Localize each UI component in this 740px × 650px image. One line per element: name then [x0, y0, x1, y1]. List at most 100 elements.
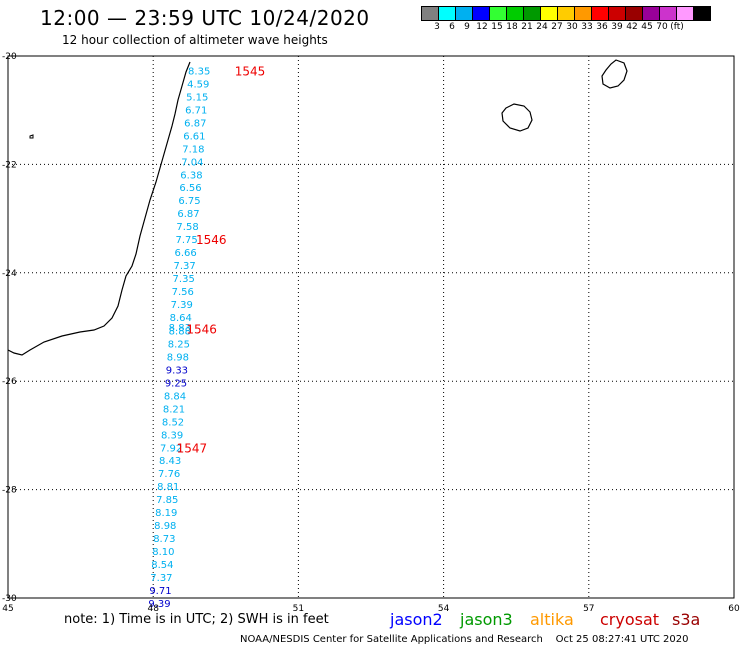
- wave-height-label: 8.84: [164, 391, 186, 402]
- wave-height-label: 7.75: [175, 235, 197, 246]
- color-legend-labels: 3 6 9 12 15 18 21 24 27 30 33 36 39 42 45 70 (ft): [422, 22, 740, 36]
- wave-height-label: 7.04: [181, 158, 203, 169]
- lon-tick-label: 54: [438, 604, 450, 614]
- madagascar-coastline: [7, 61, 191, 356]
- wave-height-label: 5.15: [186, 93, 208, 104]
- pass-time-labels: 1545 1546 1546 1547: [177, 65, 266, 456]
- wave-height-label: 7.58: [176, 222, 198, 233]
- wave-height-label: 7.39: [171, 300, 193, 311]
- wave-height-label: 8.98: [154, 521, 176, 532]
- legend-label: 21: [521, 22, 533, 32]
- lon-tick-label: 57: [583, 604, 594, 614]
- wave-height-label: 6.87: [184, 119, 206, 130]
- wave-height-label: 8.54: [151, 560, 173, 571]
- wave-height-label: 8.25: [168, 339, 190, 350]
- map-subtitle: 12 hour collection of altimeter wave hei…: [62, 33, 328, 47]
- wave-height-label: 8.35: [188, 67, 210, 78]
- wave-height-label: 8.64: [170, 313, 192, 324]
- satellite-label-altika: altika: [530, 610, 574, 629]
- wave-height-label: 7.85: [156, 495, 178, 506]
- coastlines: [7, 59, 628, 356]
- wave-height-label: 9.25: [165, 378, 187, 389]
- wave-height-label: 8.88: [169, 326, 191, 337]
- pass-time-label: 1547: [177, 441, 208, 455]
- color-legend: [421, 6, 711, 21]
- lat-tick-label: -22: [2, 160, 17, 170]
- wave-height-label: 9.71: [149, 586, 171, 597]
- wave-height-label: 9.33: [166, 365, 188, 376]
- legend-label: 30: [566, 22, 578, 32]
- mauritius-island: [601, 59, 628, 89]
- small-islet: [29, 134, 34, 139]
- legend-label: 70: [656, 22, 668, 32]
- wave-height-label: 8.52: [162, 417, 184, 428]
- lon-tick-label: 45: [2, 604, 13, 614]
- wave-height-label: 8.21: [163, 404, 185, 415]
- wave-height-label: 4.59: [187, 80, 209, 91]
- legend-label: 15: [491, 22, 503, 32]
- lat-tick-label: -20: [2, 52, 17, 62]
- footer-center: NOAA/NESDIS Center for Satellite Applica…: [240, 634, 543, 645]
- lat-tick-label: -24: [2, 269, 17, 279]
- wave-height-label: 8.39: [161, 430, 183, 441]
- wave-height-label: 8.81: [157, 482, 179, 493]
- wave-height-label: 6.38: [180, 171, 202, 182]
- wave-height-label: 6.66: [174, 248, 196, 259]
- wave-height-label: 8.19: [155, 508, 177, 519]
- pass-time-label: 1546: [186, 323, 217, 337]
- graticule: [7, 55, 735, 599]
- wave-height-label: 8.98: [167, 352, 189, 363]
- map-frame: [7, 55, 735, 599]
- wave-height-label: 6.61: [183, 132, 205, 143]
- legend-label: 45: [641, 22, 653, 32]
- lon-tick-label: 60: [728, 604, 740, 614]
- footer-credit: NOAA/NESDIS Center for Satellite Applica…: [240, 634, 689, 645]
- map-title: 12:00 — 23:59 UTC 10/24/2020: [40, 6, 370, 30]
- wave-height-label: 6.75: [178, 196, 200, 207]
- lat-tick-label: -26: [2, 377, 17, 387]
- satellite-label-s3a: s3a: [672, 610, 701, 629]
- wave-height-label: 8.10: [152, 547, 174, 558]
- legend-label: 27: [551, 22, 563, 32]
- wave-height-label: 7.92: [160, 443, 182, 454]
- legend-label: (ft): [670, 22, 684, 32]
- axis-tick-labels: 45 48 51 54 57 60 -20 -22 -24 -26 -28 -30: [2, 52, 740, 614]
- legend-label: 24: [536, 22, 548, 32]
- wave-height-points: 8.35 4.59 5.15 6.71 6.87 6.61 7.18 7.04 6.386.56…: [148, 67, 210, 610]
- lon-tick-label: 51: [293, 604, 304, 614]
- wave-height-label: 7.37: [150, 573, 172, 584]
- legend-label: 36: [596, 22, 608, 32]
- wave-height-label: 8.73: [153, 534, 175, 545]
- pass-time-label: 1545: [235, 65, 266, 79]
- legend-label: 33: [581, 22, 593, 32]
- legend-label: 39: [611, 22, 623, 32]
- wave-height-label: 8.43: [159, 456, 181, 467]
- legend-label: 9: [464, 22, 470, 32]
- footer-timestamp: Oct 25 08:27:41 UTC 2020: [555, 634, 689, 645]
- wave-height-label: 6.71: [185, 106, 207, 117]
- wave-height-label: 7.18: [182, 145, 204, 156]
- legend-label: 3: [434, 22, 440, 32]
- wave-height-label: 6.87: [177, 209, 199, 220]
- wave-height-label: 6.56: [179, 183, 201, 194]
- legend-label: 18: [506, 22, 518, 32]
- legend-label: 12: [476, 22, 488, 32]
- lon-tick-label: 48: [147, 604, 159, 614]
- wave-height-label: 9.39: [148, 599, 170, 610]
- satellite-label-jason3: jason3: [460, 610, 513, 629]
- wave-height-label: 7.56: [172, 287, 194, 298]
- reunion-island: [501, 103, 533, 132]
- wave-height-label: 7.76: [158, 469, 180, 480]
- satellite-label-jason2: jason2: [390, 610, 443, 629]
- lat-tick-label: -28: [2, 486, 17, 496]
- wave-height-label: 7.35: [173, 274, 195, 285]
- legend-label: 6: [449, 22, 455, 32]
- units-note: note: 1) Time is in UTC; 2) SWH is in fe…: [64, 612, 329, 627]
- legend-label: 42: [626, 22, 638, 32]
- satellite-label-cryosat: cryosat: [600, 610, 660, 629]
- lat-tick-label: -30: [2, 594, 17, 604]
- wave-height-label: 7.37: [174, 261, 196, 272]
- pass-time-label: 1546: [196, 233, 227, 247]
- legend-swatch: [693, 6, 711, 21]
